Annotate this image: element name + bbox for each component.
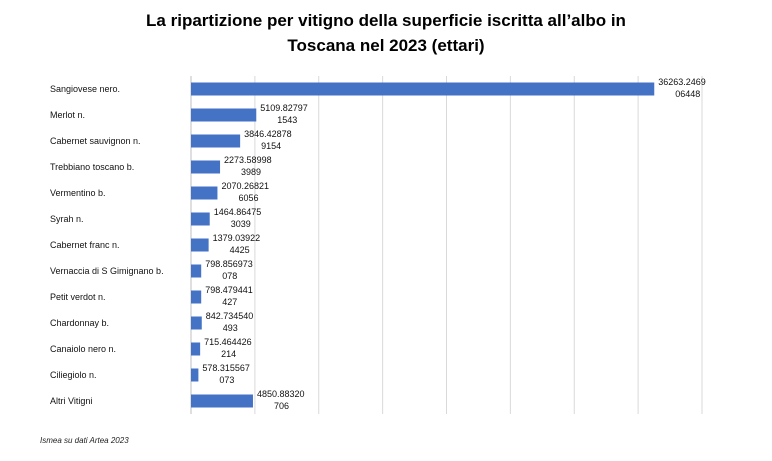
chart-title-line-2: Toscana nel 2023 (ettari) [287,36,485,55]
bar [191,290,202,304]
value-label: 798.479441 [205,285,253,295]
value-label: 842.734540 [206,311,254,321]
category-label: Cabernet sauvignon n. [50,136,141,146]
value-label-continued: 427 [222,297,237,307]
category-label: Altri Vitigni [50,396,92,406]
bar [191,82,655,96]
chart-title: La ripartizione per vitigno della superf… [0,8,772,58]
bar [191,394,253,408]
category-label: Petit verdot n. [50,292,106,302]
value-label-continued: 073 [219,375,234,385]
category-label: Trebbiano toscano b. [50,162,134,172]
source-note: Ismea su dati Artea 2023 [40,436,129,445]
category-label: Syrah n. [50,214,84,224]
value-label-continued: 493 [223,323,238,333]
value-label-continued: 6056 [238,193,258,203]
value-label-continued: 706 [274,401,289,411]
bar [191,238,209,252]
value-label-continued: 214 [221,349,236,359]
category-label: Sangiovese nero. [50,84,120,94]
value-label-continued: 3039 [231,219,251,229]
value-label-continued: 4425 [230,245,250,255]
value-label: 36263.2469 [658,77,706,87]
category-label: Cabernet franc n. [50,240,120,250]
value-label-continued: 06448 [675,89,700,99]
value-label: 715.464426 [204,337,252,347]
value-label: 2070.26821 [221,181,269,191]
value-label-continued: 078 [222,271,237,281]
value-label: 578.315567 [202,363,250,373]
bar [191,316,202,330]
bar [191,342,201,356]
bar [191,264,202,278]
bar [191,368,199,382]
bar [191,160,221,174]
value-label: 798.856973 [205,259,253,269]
bar [191,108,257,122]
category-label: Merlot n. [50,110,85,120]
value-label: 5109.82797 [260,103,308,113]
value-label: 1464.86475 [214,207,262,217]
category-label: Ciliegiolo n. [50,370,97,380]
bar [191,186,218,200]
value-label-continued: 1543 [277,115,297,125]
value-label: 2273.58998 [224,155,272,165]
value-label-continued: 9154 [261,141,281,151]
value-label: 1379.03922 [213,233,261,243]
category-label: Vernaccia di S Gimignano b. [50,266,164,276]
category-label: Canaiolo nero n. [50,344,116,354]
bar [191,134,241,148]
value-label-continued: 3989 [241,167,261,177]
value-label: 3846.42878 [244,129,292,139]
value-label: 4850.88320 [257,389,305,399]
category-label: Chardonnay b. [50,318,109,328]
chart-title-line-1: La ripartizione per vitigno della superf… [146,11,626,30]
category-label: Vermentino b. [50,188,106,198]
bar [191,212,210,226]
